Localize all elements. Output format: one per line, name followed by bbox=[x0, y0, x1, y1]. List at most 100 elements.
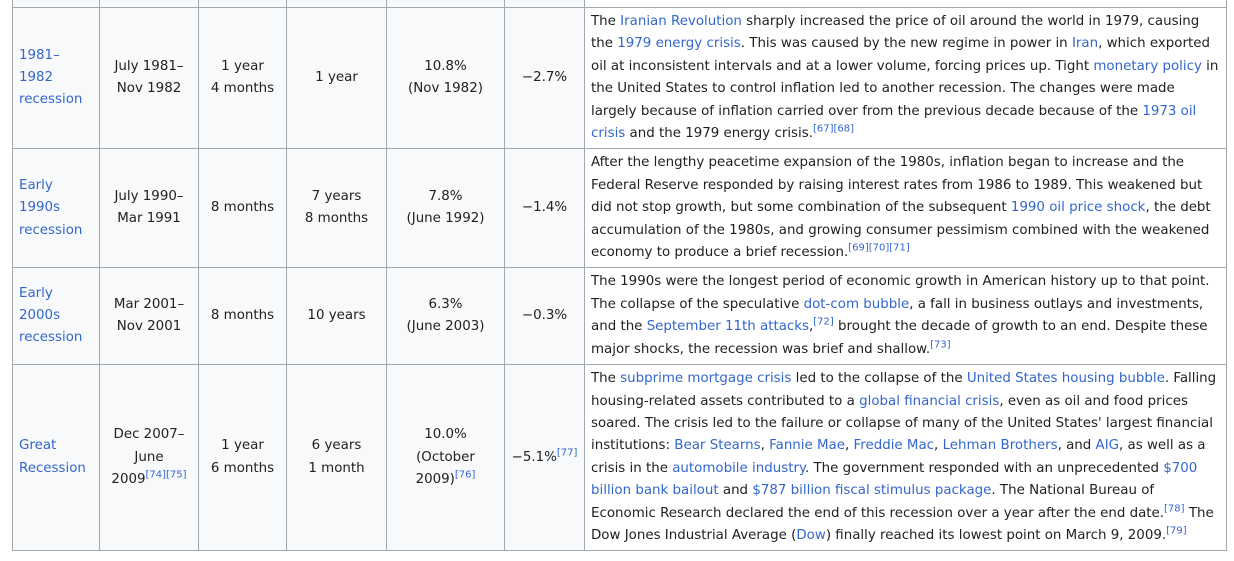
text: , bbox=[934, 438, 943, 454]
text: 1 year bbox=[315, 70, 358, 86]
reference[interactable]: [73] bbox=[930, 339, 951, 351]
text: , even as oil and food prices soared. Th… bbox=[591, 393, 1213, 454]
period-cell: July 1981– Nov 1982 bbox=[99, 6, 199, 150]
link[interactable]: AIG bbox=[1095, 438, 1120, 454]
link[interactable]: monetary policy bbox=[1093, 58, 1202, 74]
text: The bbox=[591, 371, 621, 387]
cut-row bbox=[12, 0, 1227, 8]
link[interactable]: $700 billion bank bailout bbox=[591, 460, 1198, 499]
text: 10.8% (Nov 1982) bbox=[408, 58, 483, 97]
link[interactable]: Iranian Revolution bbox=[620, 14, 742, 29]
text: ) finally reached its lowest point on Ma… bbox=[825, 527, 1167, 543]
duration-cell: 8 months bbox=[198, 148, 287, 269]
text: led to the collapse of the bbox=[791, 371, 967, 387]
text: , and bbox=[1057, 438, 1096, 454]
text: 8 months bbox=[210, 200, 275, 216]
text: , as well as a crisis in the bbox=[591, 438, 1206, 476]
link[interactable]: 1990 oil price shock bbox=[1010, 200, 1146, 216]
text: and the 1979 energy crisis. bbox=[625, 126, 813, 142]
reference[interactable]: [67][68] bbox=[812, 123, 855, 135]
peak-unemployment-cell: 10.8% (Nov 1982) bbox=[386, 6, 505, 150]
duration-cell: 1 year 6 months bbox=[198, 364, 287, 552]
reference[interactable]: [77] bbox=[556, 447, 578, 459]
gdp-decline-cell: −0.3% bbox=[504, 267, 585, 366]
text: −2.7% bbox=[521, 70, 568, 86]
reference[interactable]: [79] bbox=[1166, 525, 1187, 537]
text: . The National Bureau of Economic Resear… bbox=[591, 483, 1165, 521]
gdp-decline-cell: −5.1%[77] bbox=[504, 364, 585, 552]
name-cell: Early 2000s recession bbox=[12, 267, 100, 366]
duration-cell: 1 year 4 months bbox=[198, 6, 287, 150]
recession-table: 1981–1982 recession July 1981– Nov 1982 1 … bbox=[12, 0, 1227, 552]
link[interactable]: Dow bbox=[796, 527, 826, 543]
text: The 1990s were the longest period of eco… bbox=[591, 274, 1210, 312]
text: 10.0% (October 2009) bbox=[415, 427, 475, 487]
link[interactable]: September 11th attacks bbox=[646, 319, 809, 335]
time-since-previous-cell: 7 years 8 months bbox=[286, 148, 387, 269]
link[interactable]: Bear Stearns bbox=[674, 438, 761, 454]
text: 6.3% (June 2003) bbox=[406, 296, 485, 335]
text: , which exported oil at inconsistent int… bbox=[591, 36, 1210, 74]
link[interactable]: dot-com bubble bbox=[803, 296, 910, 312]
reference[interactable]: [74][75] bbox=[145, 469, 187, 481]
link[interactable]: global financial crisis bbox=[859, 393, 1000, 409]
text: . This was caused by the new regime in p… bbox=[740, 36, 1072, 52]
characteristics-cell: The Iranian Revolution sharply increased… bbox=[584, 6, 1227, 150]
duration-cell: 8 months bbox=[198, 267, 287, 366]
peak-unemployment-cell: 6.3% (June 2003) bbox=[386, 267, 505, 366]
table-row: Early 1990s recession July 1990– Mar 1991… bbox=[12, 148, 1227, 269]
peak-unemployment-cell: 10.0% (October 2009)[76] bbox=[386, 364, 505, 552]
reference[interactable]: [78] bbox=[1164, 503, 1185, 515]
gdp-decline-cell: −1.4% bbox=[504, 148, 585, 269]
table-body: 1981–1982 recession July 1981– Nov 1982 1 … bbox=[12, 0, 1227, 552]
characteristics-cell: The subprime mortgage crisis led to the … bbox=[584, 364, 1227, 552]
table-row: Early 2000s recession Mar 2001– Nov 2001 8… bbox=[12, 267, 1227, 366]
link[interactable]: Iran bbox=[1071, 36, 1099, 52]
time-since-previous-cell: 6 years 1 month bbox=[286, 364, 387, 552]
text: , the debt accumulation of the 1980s, an… bbox=[591, 200, 1211, 261]
link[interactable]: 1981–1982 recession bbox=[19, 47, 83, 108]
peak-unemployment-cell: 7.8% (June 1992) bbox=[386, 148, 505, 269]
text: 7 years 8 months bbox=[304, 189, 369, 227]
name-cell: 1981–1982 recession bbox=[12, 6, 100, 150]
link[interactable]: $787 billion fiscal stimulus package bbox=[752, 483, 992, 499]
gdp-decline-cell: −2.7% bbox=[504, 6, 585, 150]
text: 10 years bbox=[307, 308, 366, 324]
link[interactable]: Freddie Mac bbox=[853, 438, 935, 454]
characteristics-cell: After the lengthy peacetime expansion of… bbox=[584, 148, 1227, 269]
text: sharply increased the price of oil aroun… bbox=[591, 14, 1200, 52]
text: 7.8% (June 1992) bbox=[406, 189, 485, 227]
text: 6 years 1 month bbox=[308, 438, 365, 476]
link[interactable]: Early 2000s recession bbox=[19, 285, 83, 346]
link[interactable]: 1979 energy crisis bbox=[617, 36, 741, 52]
table-row: 1981–1982 recession July 1981– Nov 1982 1 … bbox=[12, 6, 1227, 150]
link[interactable]: automobile industry bbox=[672, 460, 805, 476]
text: July 1990– Mar 1991 bbox=[114, 189, 184, 227]
link[interactable]: Fannie Mae bbox=[769, 438, 846, 454]
text: brought the decade of growth to an end. … bbox=[591, 319, 1208, 357]
time-since-previous-cell: 10 years bbox=[286, 267, 387, 366]
text: , bbox=[760, 438, 770, 454]
link[interactable]: Lehman Brothers bbox=[942, 438, 1058, 454]
text: and bbox=[718, 483, 753, 499]
text: , bbox=[845, 438, 854, 454]
link[interactable]: subprime mortgage crisis bbox=[620, 371, 792, 387]
text: in the United States to control inflatio… bbox=[591, 58, 1219, 119]
text: 1 year 4 months bbox=[210, 58, 275, 97]
reference[interactable]: [69][70][71] bbox=[848, 242, 910, 254]
text: −5.1% bbox=[511, 449, 557, 465]
reference[interactable]: [76] bbox=[454, 469, 476, 481]
link[interactable]: Great Recession bbox=[19, 438, 86, 476]
reference[interactable]: [72] bbox=[813, 316, 834, 328]
text: The Dow Jones Industrial Average ( bbox=[591, 505, 1214, 543]
name-cell: Great Recession bbox=[12, 364, 100, 552]
period-cell: Mar 2001– Nov 2001 bbox=[99, 267, 199, 366]
link[interactable]: United States housing bubble bbox=[966, 371, 1165, 387]
text: The bbox=[591, 14, 621, 29]
link[interactable]: 1973 oil crisis bbox=[591, 103, 1197, 142]
link[interactable]: Early 1990s recession bbox=[19, 177, 83, 238]
text: Mar 2001– Nov 2001 bbox=[113, 296, 185, 335]
text: −1.4% bbox=[521, 200, 568, 216]
text: −0.3% bbox=[521, 308, 568, 324]
